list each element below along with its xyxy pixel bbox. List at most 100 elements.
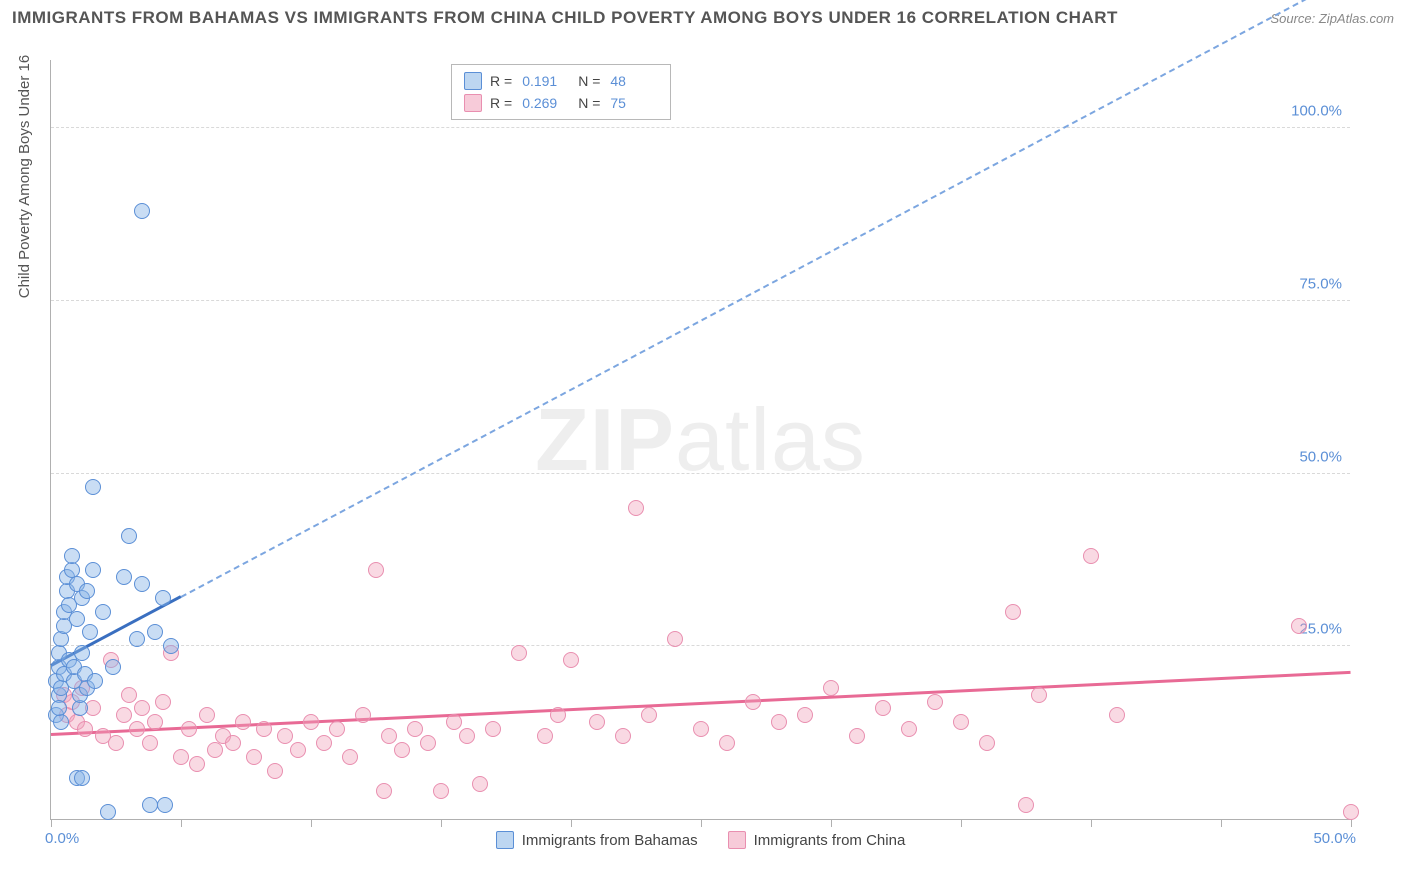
data-point-bahamas	[121, 528, 137, 544]
legend-item-china: Immigrants from China	[728, 831, 906, 849]
data-point-china	[433, 783, 449, 799]
data-point-bahamas	[155, 590, 171, 606]
correlation-legend: R = 0.191 N = 48 R = 0.269 N = 75	[451, 64, 671, 120]
x-tick	[1351, 819, 1352, 827]
legend-label-china: Immigrants from China	[754, 832, 906, 849]
data-point-china	[511, 645, 527, 661]
data-point-bahamas	[74, 645, 90, 661]
legend-r-value-china: 0.269	[522, 95, 570, 111]
swatch-blue-icon	[464, 72, 482, 90]
chart-source: Source: ZipAtlas.com	[1270, 11, 1394, 26]
data-point-china	[745, 694, 761, 710]
data-point-china	[472, 776, 488, 792]
gridline	[51, 300, 1350, 301]
y-tick-label: 75.0%	[1299, 275, 1342, 292]
data-point-china	[147, 714, 163, 730]
data-point-bahamas	[142, 797, 158, 813]
data-point-china	[628, 500, 644, 516]
data-point-china	[267, 763, 283, 779]
legend-label-bahamas: Immigrants from Bahamas	[522, 832, 698, 849]
data-point-china	[246, 749, 262, 765]
data-point-china	[849, 728, 865, 744]
data-point-bahamas	[134, 576, 150, 592]
chart-header: IMMIGRANTS FROM BAHAMAS VS IMMIGRANTS FR…	[12, 8, 1394, 28]
data-point-bahamas	[72, 700, 88, 716]
scatter-chart: ZIPatlas R = 0.191 N = 48 R = 0.269 N = …	[50, 60, 1350, 820]
data-point-china	[446, 714, 462, 730]
legend-n-value-bahamas: 48	[610, 73, 658, 89]
data-point-china	[394, 742, 410, 758]
data-point-china	[155, 694, 171, 710]
data-point-bahamas	[51, 700, 67, 716]
data-point-china	[1005, 604, 1021, 620]
x-tick	[701, 819, 702, 827]
data-point-china	[589, 714, 605, 730]
data-point-china	[108, 735, 124, 751]
legend-r-value-bahamas: 0.191	[522, 73, 570, 89]
data-point-china	[953, 714, 969, 730]
x-tick	[441, 819, 442, 827]
data-point-bahamas	[116, 569, 132, 585]
data-point-china	[368, 562, 384, 578]
x-tick	[311, 819, 312, 827]
data-point-china	[1031, 687, 1047, 703]
legend-row-bahamas: R = 0.191 N = 48	[464, 70, 658, 92]
data-point-bahamas	[87, 673, 103, 689]
data-point-china	[181, 721, 197, 737]
data-point-china	[355, 707, 371, 723]
x-tick	[51, 819, 52, 827]
data-point-china	[381, 728, 397, 744]
data-point-china	[407, 721, 423, 737]
data-point-bahamas	[134, 203, 150, 219]
data-point-china	[1291, 618, 1307, 634]
data-point-china	[303, 714, 319, 730]
legend-r-label: R =	[490, 95, 512, 111]
swatch-blue-icon	[496, 831, 514, 849]
x-tick	[571, 819, 572, 827]
data-point-china	[719, 735, 735, 751]
data-point-bahamas	[157, 797, 173, 813]
data-point-china	[420, 735, 436, 751]
data-point-china	[771, 714, 787, 730]
data-point-china	[537, 728, 553, 744]
data-point-china	[207, 742, 223, 758]
data-point-china	[277, 728, 293, 744]
legend-r-label: R =	[490, 73, 512, 89]
data-point-china	[342, 749, 358, 765]
chart-title: IMMIGRANTS FROM BAHAMAS VS IMMIGRANTS FR…	[12, 8, 1118, 28]
legend-n-label: N =	[578, 73, 600, 89]
data-point-bahamas	[85, 562, 101, 578]
data-point-china	[329, 721, 345, 737]
x-max-label: 50.0%	[1313, 830, 1356, 847]
x-tick	[181, 819, 182, 827]
legend-item-bahamas: Immigrants from Bahamas	[496, 831, 698, 849]
data-point-china	[376, 783, 392, 799]
data-point-bahamas	[95, 604, 111, 620]
data-point-china	[121, 687, 137, 703]
data-point-bahamas	[147, 624, 163, 640]
data-point-bahamas	[100, 804, 116, 820]
data-point-bahamas	[82, 624, 98, 640]
swatch-pink-icon	[464, 94, 482, 112]
data-point-bahamas	[74, 770, 90, 786]
data-point-bahamas	[69, 611, 85, 627]
legend-row-china: R = 0.269 N = 75	[464, 92, 658, 114]
data-point-china	[225, 735, 241, 751]
data-point-china	[979, 735, 995, 751]
data-point-china	[459, 728, 475, 744]
data-point-china	[235, 714, 251, 730]
data-point-china	[142, 735, 158, 751]
data-point-china	[189, 756, 205, 772]
data-point-bahamas	[105, 659, 121, 675]
data-point-bahamas	[129, 631, 145, 647]
data-point-bahamas	[53, 714, 69, 730]
data-point-china	[77, 721, 93, 737]
data-point-china	[1109, 707, 1125, 723]
data-point-china	[1343, 804, 1359, 820]
y-tick-label: 50.0%	[1299, 448, 1342, 465]
data-point-china	[290, 742, 306, 758]
gridline	[51, 473, 1350, 474]
y-axis-label: Child Poverty Among Boys Under 16	[16, 55, 33, 298]
gridline	[51, 645, 1350, 646]
data-point-china	[641, 707, 657, 723]
